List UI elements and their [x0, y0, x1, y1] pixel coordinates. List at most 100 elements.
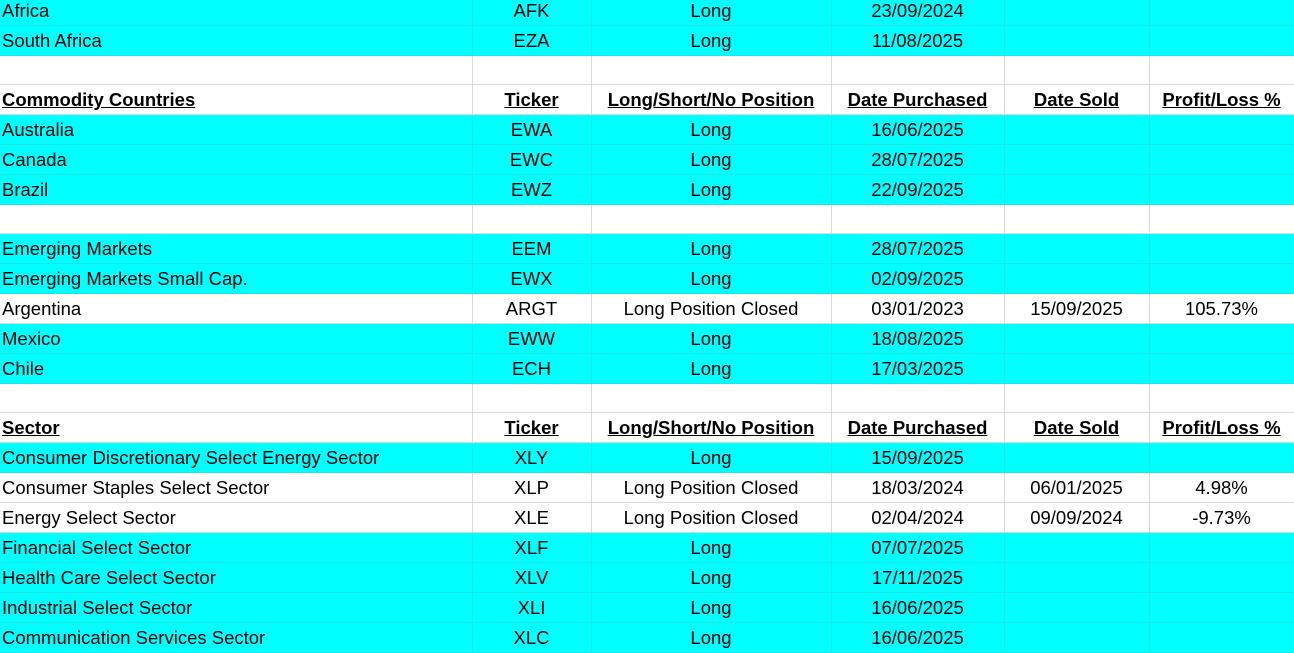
- cell-date-sold[interactable]: [1004, 144, 1150, 175]
- cell-date-sold[interactable]: [1004, 562, 1150, 593]
- cell-ticker[interactable]: EEM: [472, 233, 592, 264]
- cell-name[interactable]: Africa: [0, 0, 473, 26]
- cell-position[interactable]: Long: [591, 353, 832, 384]
- cell-date-purchased[interactable]: [831, 204, 1005, 234]
- cell-date-purchased[interactable]: 22/09/2025: [831, 174, 1005, 205]
- cell-date-sold[interactable]: 15/09/2025: [1004, 293, 1150, 324]
- cell-date-purchased[interactable]: 03/01/2023: [831, 293, 1005, 324]
- cell-date-purchased[interactable]: 17/11/2025: [831, 562, 1005, 593]
- cell-ticker[interactable]: [472, 383, 592, 413]
- cell-position[interactable]: [591, 383, 832, 413]
- cell-date-sold[interactable]: [1004, 114, 1150, 145]
- cell-name[interactable]: Consumer Staples Select Sector: [0, 472, 473, 503]
- cell-profit-loss[interactable]: [1149, 442, 1294, 473]
- cell-date-sold[interactable]: [1004, 263, 1150, 294]
- header-cell-date-sold[interactable]: Date Sold: [1004, 412, 1150, 443]
- cell-date-sold[interactable]: [1004, 174, 1150, 205]
- cell-ticker[interactable]: EWZ: [472, 174, 592, 205]
- cell-profit-loss[interactable]: [1149, 353, 1294, 384]
- cell-profit-loss[interactable]: [1149, 55, 1294, 85]
- cell-date-purchased[interactable]: [831, 383, 1005, 413]
- cell-date-purchased[interactable]: 16/06/2025: [831, 592, 1005, 623]
- cell-position[interactable]: Long: [591, 592, 832, 623]
- cell-date-purchased[interactable]: 15/09/2025: [831, 442, 1005, 473]
- cell-date-sold[interactable]: [1004, 0, 1150, 26]
- header-cell-date-purchased[interactable]: Date Purchased: [831, 84, 1005, 115]
- header-cell-profit-loss[interactable]: Profit/Loss %: [1149, 412, 1294, 443]
- cell-name[interactable]: Financial Select Sector: [0, 532, 473, 563]
- cell-profit-loss[interactable]: [1149, 233, 1294, 264]
- cell-date-sold[interactable]: [1004, 442, 1150, 473]
- cell-name[interactable]: Energy Select Sector: [0, 502, 473, 533]
- cell-date-sold[interactable]: [1004, 622, 1150, 653]
- cell-name[interactable]: Brazil: [0, 174, 473, 205]
- cell-profit-loss[interactable]: [1149, 562, 1294, 593]
- cell-profit-loss[interactable]: [1149, 174, 1294, 205]
- cell-date-sold[interactable]: [1004, 592, 1150, 623]
- header-cell-name[interactable]: Sector: [0, 412, 473, 443]
- cell-name[interactable]: [0, 55, 473, 85]
- cell-ticker[interactable]: EWW: [472, 323, 592, 354]
- cell-date-sold[interactable]: 06/01/2025: [1004, 472, 1150, 503]
- cell-profit-loss[interactable]: [1149, 592, 1294, 623]
- cell-profit-loss[interactable]: [1149, 622, 1294, 653]
- cell-name[interactable]: Australia: [0, 114, 473, 145]
- cell-date-sold[interactable]: [1004, 353, 1150, 384]
- cell-position[interactable]: Long Position Closed: [591, 472, 832, 503]
- header-cell-date-purchased[interactable]: Date Purchased: [831, 412, 1005, 443]
- header-cell-position[interactable]: Long/Short/No Position: [591, 84, 832, 115]
- cell-name[interactable]: South Africa: [0, 25, 473, 56]
- cell-name[interactable]: [0, 204, 473, 234]
- cell-date-sold[interactable]: [1004, 323, 1150, 354]
- cell-position[interactable]: Long: [591, 144, 832, 175]
- cell-ticker[interactable]: EWX: [472, 263, 592, 294]
- cell-date-sold[interactable]: [1004, 204, 1150, 234]
- cell-profit-loss[interactable]: [1149, 25, 1294, 56]
- cell-profit-loss[interactable]: [1149, 0, 1294, 26]
- cell-date-purchased[interactable]: 16/06/2025: [831, 622, 1005, 653]
- cell-ticker[interactable]: XLC: [472, 622, 592, 653]
- cell-date-purchased[interactable]: 02/04/2024: [831, 502, 1005, 533]
- cell-ticker[interactable]: EWC: [472, 144, 592, 175]
- cell-name[interactable]: Mexico: [0, 323, 473, 354]
- cell-date-purchased[interactable]: 28/07/2025: [831, 144, 1005, 175]
- header-cell-position[interactable]: Long/Short/No Position: [591, 412, 832, 443]
- cell-ticker[interactable]: XLP: [472, 472, 592, 503]
- cell-position[interactable]: Long: [591, 562, 832, 593]
- cell-profit-loss[interactable]: -9.73%: [1149, 502, 1294, 533]
- header-cell-date-sold[interactable]: Date Sold: [1004, 84, 1150, 115]
- cell-name[interactable]: Health Care Select Sector: [0, 562, 473, 593]
- cell-date-sold[interactable]: [1004, 383, 1150, 413]
- cell-profit-loss[interactable]: [1149, 144, 1294, 175]
- cell-date-sold[interactable]: [1004, 55, 1150, 85]
- cell-date-purchased[interactable]: 18/03/2024: [831, 472, 1005, 503]
- cell-position[interactable]: Long: [591, 442, 832, 473]
- cell-position[interactable]: Long: [591, 323, 832, 354]
- cell-position[interactable]: Long Position Closed: [591, 293, 832, 324]
- header-cell-profit-loss[interactable]: Profit/Loss %: [1149, 84, 1294, 115]
- cell-position[interactable]: Long: [591, 263, 832, 294]
- cell-date-purchased[interactable]: 28/07/2025: [831, 233, 1005, 264]
- cell-name[interactable]: Chile: [0, 353, 473, 384]
- cell-date-purchased[interactable]: 16/06/2025: [831, 114, 1005, 145]
- cell-date-sold[interactable]: [1004, 532, 1150, 563]
- header-cell-ticker[interactable]: Ticker: [472, 412, 592, 443]
- cell-date-purchased[interactable]: 18/08/2025: [831, 323, 1005, 354]
- cell-name[interactable]: Emerging Markets: [0, 233, 473, 264]
- cell-position[interactable]: Long: [591, 114, 832, 145]
- cell-name[interactable]: Argentina: [0, 293, 473, 324]
- cell-ticker[interactable]: EZA: [472, 25, 592, 56]
- cell-ticker[interactable]: [472, 204, 592, 234]
- cell-name[interactable]: Consumer Discretionary Select Energy Sec…: [0, 442, 473, 473]
- cell-date-sold[interactable]: [1004, 25, 1150, 56]
- cell-profit-loss[interactable]: 105.73%: [1149, 293, 1294, 324]
- cell-position[interactable]: Long: [591, 233, 832, 264]
- cell-ticker[interactable]: XLV: [472, 562, 592, 593]
- cell-profit-loss[interactable]: [1149, 323, 1294, 354]
- cell-position[interactable]: Long: [591, 25, 832, 56]
- cell-date-sold[interactable]: [1004, 233, 1150, 264]
- cell-date-sold[interactable]: 09/09/2024: [1004, 502, 1150, 533]
- cell-name[interactable]: Emerging Markets Small Cap.: [0, 263, 473, 294]
- cell-ticker[interactable]: ARGT: [472, 293, 592, 324]
- cell-profit-loss[interactable]: [1149, 263, 1294, 294]
